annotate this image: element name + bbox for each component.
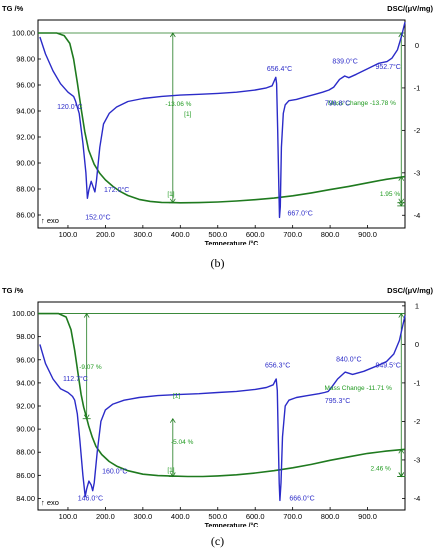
y-left-tick-label: 84.00: [16, 494, 35, 503]
y-right-tick-label: -4: [414, 211, 421, 220]
dsc-peak-label: 152.0°C: [85, 214, 110, 222]
chart-panel-c: TG /% DSC/(μV/mg)Temperature /°C↑ exo100.…: [2, 286, 433, 527]
y-right-axis-label: DSC/(μV/mg): [387, 4, 433, 13]
y-left-tick-label: 86.00: [16, 471, 35, 480]
dsc-peak-label: 795.3°C: [325, 397, 350, 405]
tg-annotation: [1]: [167, 467, 174, 474]
y-right-tick-label: -1: [414, 378, 421, 387]
x-tick-label: 300.0: [133, 512, 152, 521]
y-left-tick-label: 92.00: [16, 133, 35, 142]
y-left-tick-label: 92.00: [16, 402, 35, 411]
y-left-tick-label: 90.00: [16, 425, 35, 434]
x-tick-label: 700.0: [283, 512, 302, 521]
mass-change-arrowhead-top: [169, 417, 176, 423]
x-tick-label: 500.0: [208, 512, 227, 521]
y-left-tick-label: 96.00: [16, 355, 35, 364]
y-right-axis-label: DSC/(μV/mg): [387, 286, 433, 295]
dsc-peak-label: 112.7°C: [63, 375, 88, 383]
y-left-tick-label: 100.00: [12, 29, 35, 38]
x-tick-label: 600.0: [246, 230, 265, 239]
y-right-tick-label: -3: [414, 455, 421, 464]
x-tick-label: 900.0: [358, 230, 377, 239]
y-right-tick-label: -3: [414, 168, 421, 177]
y-left-axis-label: TG /%: [2, 4, 24, 13]
y-left-tick-label: 94.00: [16, 107, 35, 116]
tg-annotation: -13.06 %: [165, 101, 191, 108]
dsc-peak-label: 146.0°C: [78, 494, 103, 502]
exo-direction-label: ↑ exo: [41, 216, 59, 225]
dsc-peak-label: 656.3°C: [265, 361, 290, 369]
x-tick-label: 500.0: [208, 230, 227, 239]
tg-annotation: Mass Change -13.78 %: [328, 100, 396, 107]
x-axis-label: Temperature /°C: [205, 240, 259, 245]
y-left-axis-label: TG /%: [2, 286, 24, 295]
x-axis-label: Temperature /°C: [205, 522, 259, 527]
plot-frame: [37, 19, 406, 229]
dsc-peak-label: 796.8°C: [325, 100, 350, 108]
y-left-tick-label: 100.00: [12, 309, 35, 318]
dsc-peak-label: 160.0°C: [102, 467, 127, 475]
y-right-tick-label: 0: [415, 41, 419, 50]
y-right-tick-label: 0: [415, 340, 419, 349]
x-tick-label: 800.0: [321, 512, 340, 521]
dsc-peak-label: 839.0°C: [332, 57, 357, 65]
x-tick-label: 200.0: [96, 230, 115, 239]
y-left-tick-label: 94.00: [16, 378, 35, 387]
x-tick-label: 400.0: [171, 512, 190, 521]
mass-change-arrowhead-top: [398, 312, 405, 318]
y-left-tick-label: 96.00: [16, 81, 35, 90]
y-left-tick-label: 90.00: [16, 159, 35, 168]
exo-direction-label: ↑ exo: [41, 498, 59, 507]
x-tick-label: 400.0: [171, 230, 190, 239]
dsc-peak-label: 949.5°C: [375, 361, 400, 369]
dsc-curve: [39, 21, 406, 219]
x-tick-label: 600.0: [246, 512, 265, 521]
tg-annotation: 2.46 %: [371, 466, 391, 473]
y-left-tick-label: 88.00: [16, 448, 35, 457]
mass-change-arrowhead-top: [83, 312, 90, 318]
y-left-tick-label: 98.00: [16, 55, 35, 64]
y-left-tick-label: 98.00: [16, 332, 35, 341]
dsc-peak-label: 840.0°C: [336, 356, 361, 364]
tg-annotation: 1.95 %: [380, 191, 400, 198]
y-left-tick-label: 88.00: [16, 185, 35, 194]
panel-label-b: (b): [210, 256, 225, 270]
mass-change-arrowhead-top: [169, 32, 176, 38]
tg-annotation: Mass Change -11.71 %: [324, 385, 392, 392]
dsc-peak-label: 656.4°C: [267, 65, 292, 73]
x-tick-label: 100.0: [59, 512, 78, 521]
dsc-peak-label: 667.0°C: [287, 209, 312, 217]
y-right-tick-label: -1: [414, 83, 421, 92]
tg-annotation: [1]: [173, 392, 180, 399]
y-right-tick-label: -2: [414, 126, 421, 135]
tg-annotation: -5.04 %: [171, 439, 194, 446]
dsc-peak-label: 172.0°C: [104, 186, 129, 194]
x-tick-label: 300.0: [133, 230, 152, 239]
x-tick-label: 200.0: [96, 512, 115, 521]
dsc-peak-label: 952.7°C: [375, 63, 400, 71]
tg-annotation: -9.07 %: [79, 364, 102, 371]
tg-annotation: [1]: [167, 191, 174, 198]
chart-panel-b: TG /% DSC/(μV/mg)Temperature /°C↑ exo100.…: [2, 4, 433, 245]
x-tick-label: 100.0: [59, 230, 78, 239]
tg-annotation: [1]: [184, 111, 191, 118]
x-tick-label: 700.0: [283, 230, 302, 239]
x-tick-label: 900.0: [358, 512, 377, 521]
dsc-peak-label: 120.0°C: [57, 103, 82, 111]
y-right-tick-label: -2: [414, 417, 421, 426]
y-left-tick-label: 86.00: [16, 211, 35, 220]
y-right-tick-label: 1: [415, 301, 419, 310]
panel-label-c: (c): [210, 534, 225, 548]
x-tick-label: 800.0: [321, 230, 340, 239]
plot-frame: [37, 301, 406, 511]
y-right-tick-label: -4: [414, 494, 421, 503]
dsc-peak-label: 666.0°C: [289, 494, 314, 502]
dsc-curve: [39, 315, 406, 502]
mass-change-arrowhead-top: [398, 32, 405, 38]
tg-curve: [38, 312, 406, 478]
tg-curve: [38, 32, 406, 204]
